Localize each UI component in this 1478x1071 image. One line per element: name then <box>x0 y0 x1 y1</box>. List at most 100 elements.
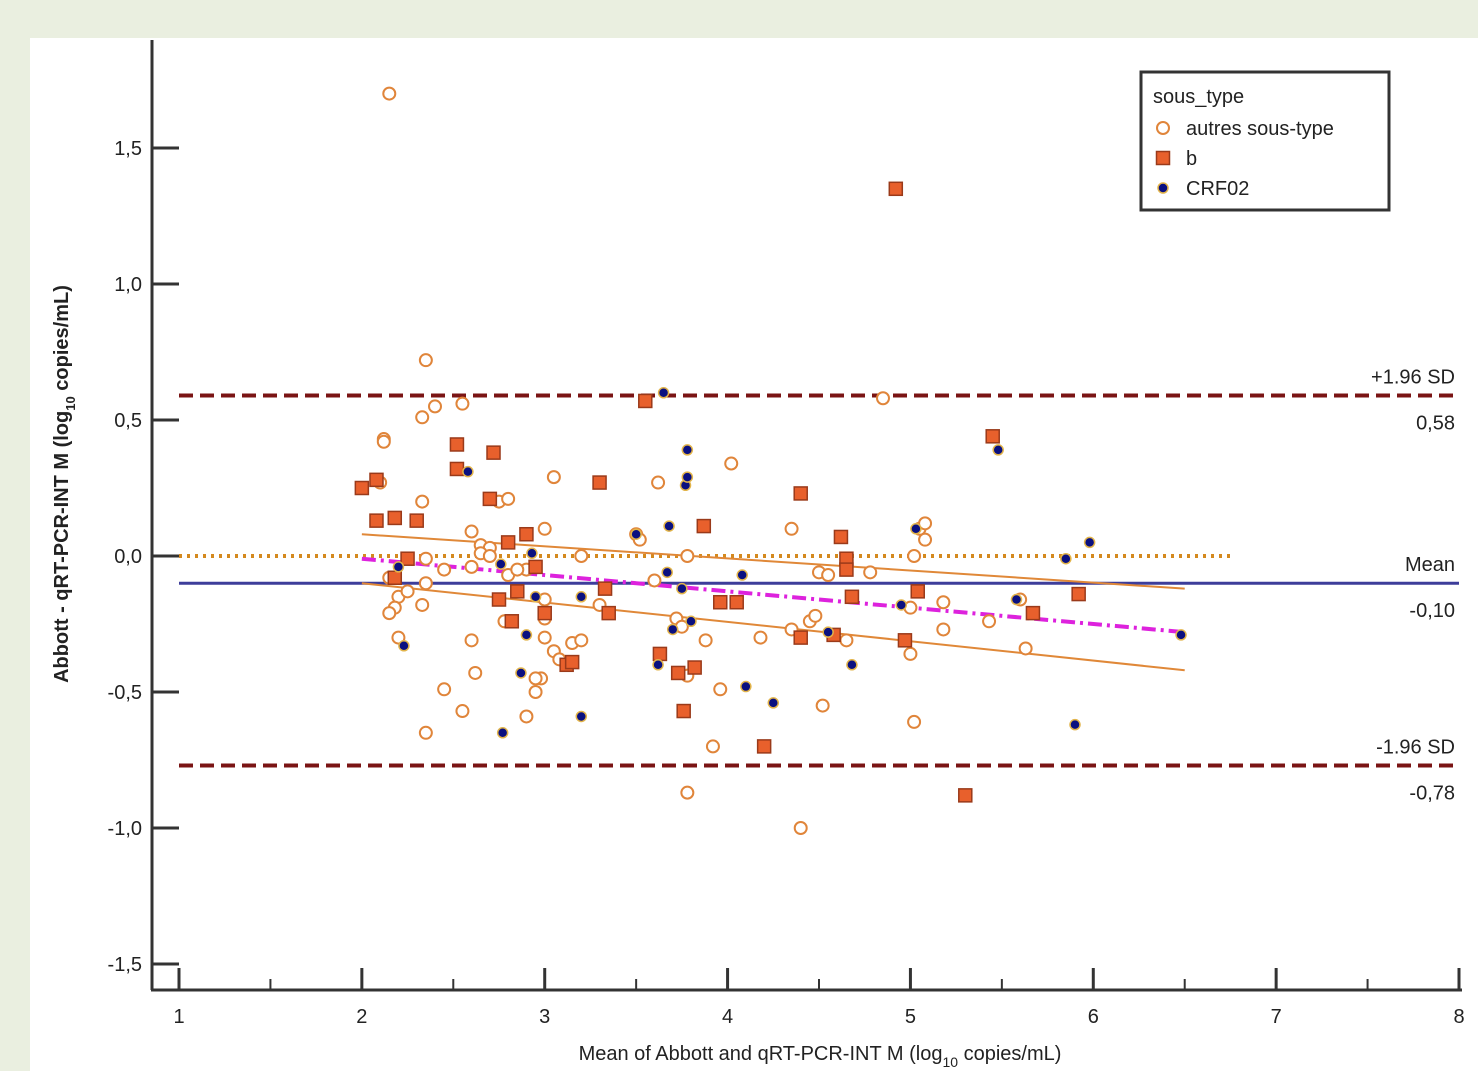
data-point <box>756 739 772 754</box>
data-point <box>376 434 391 449</box>
legend-entries: autres sous-type b CRF02 <box>1155 118 1334 200</box>
data-point <box>897 633 913 648</box>
fit-line-upper-band <box>361 533 1185 590</box>
data-point <box>793 821 808 835</box>
data-point <box>526 547 538 560</box>
ref-label-mean-value: -0,10 <box>1409 600 1455 622</box>
data-point <box>985 429 1000 444</box>
data-point <box>839 633 854 648</box>
y-tick-label: 1,5 <box>114 138 142 160</box>
data-point <box>464 559 479 574</box>
data-point <box>495 558 507 570</box>
data-point <box>685 615 697 628</box>
data-point <box>808 608 823 623</box>
data-point <box>575 710 588 723</box>
data-point <box>839 562 854 577</box>
data-point <box>1060 552 1072 565</box>
data-point <box>1069 718 1081 731</box>
data-point <box>676 703 691 719</box>
data-point <box>1175 629 1187 641</box>
data-point <box>409 513 424 528</box>
legend-marker-CRF02 <box>1157 182 1169 194</box>
data-point <box>462 465 474 478</box>
data-point <box>982 614 997 629</box>
x-tick-label: 3 <box>539 1006 550 1028</box>
data-point <box>455 396 470 411</box>
data-point <box>793 630 808 645</box>
data-point <box>519 709 534 724</box>
x-tick-label: 6 <box>1088 1006 1099 1028</box>
data-point <box>528 559 543 575</box>
data-point <box>1018 641 1033 656</box>
data-point <box>1025 605 1041 621</box>
chart-panel: 1 2 3 4 5 6 7 8 -1,5 -1,0 -0,5 0,0 0,5 1,0 1,5 +1.96 … <box>30 38 1478 1071</box>
data-point <box>1071 586 1086 602</box>
x-tick-label: 7 <box>1271 1006 1282 1028</box>
data-point <box>537 521 552 536</box>
fit-line-regression <box>361 556 1185 635</box>
data-point <box>736 569 748 581</box>
legend-marker-b <box>1155 150 1171 166</box>
legend-label: b <box>1186 148 1197 170</box>
ref-label-lower-name: -1.96 SD <box>1376 736 1455 758</box>
ref-label-lower-value: -0,78 <box>1409 782 1455 804</box>
data-point <box>936 622 951 637</box>
data-point <box>449 437 465 452</box>
x-tick-label: 2 <box>356 1006 367 1028</box>
data-point <box>676 582 688 595</box>
x-tick-label: 5 <box>905 1006 916 1028</box>
data-point <box>992 444 1004 456</box>
data-point <box>400 584 415 599</box>
data-point <box>418 576 433 591</box>
data-point <box>575 591 588 603</box>
data-point <box>907 549 922 563</box>
y-tick-label: 1,0 <box>114 274 142 296</box>
data-point <box>464 524 479 539</box>
data-point <box>681 471 694 483</box>
data-point <box>663 520 675 532</box>
y-axis-title: Abbott - qRT-PCR-INT M (log10 copies/mL) <box>51 285 78 683</box>
x-tick-label: 4 <box>722 1006 733 1028</box>
data-point <box>564 654 580 670</box>
data-point <box>822 626 834 638</box>
data-point <box>546 470 561 485</box>
legend: sous_type autres sous-type b CRF02 <box>1139 70 1391 212</box>
data-point <box>767 697 780 709</box>
legend-label: autres sous-type <box>1186 118 1334 140</box>
x-tick-label: 1 <box>173 1006 184 1028</box>
data-point <box>437 562 452 577</box>
axes <box>150 40 1462 992</box>
data-point <box>666 623 679 636</box>
data-point <box>815 698 830 713</box>
bland-altman-chart: 1 2 3 4 5 6 7 8 -1,5 -1,0 -0,5 0,0 0,5 1,0 1,5 +1.96 … <box>51 40 1465 1070</box>
data-point <box>354 480 370 496</box>
data-point <box>464 633 479 648</box>
data-point <box>687 660 702 675</box>
data-point <box>468 665 483 680</box>
data-point <box>651 475 666 490</box>
data-point <box>510 584 525 599</box>
legend-title: sous_type <box>1153 86 1244 108</box>
data-point <box>958 788 973 803</box>
data-point <box>520 629 533 641</box>
data-point <box>418 725 433 740</box>
data-point <box>936 595 951 610</box>
data-point <box>907 714 922 729</box>
x-tick-label: 8 <box>1453 1006 1464 1028</box>
data-point <box>652 646 668 662</box>
data-point <box>482 491 498 507</box>
series-autres-sous-type <box>373 86 1033 835</box>
data-point <box>863 565 878 580</box>
data-point <box>793 486 808 501</box>
data-point <box>418 551 433 566</box>
data-point <box>500 535 516 550</box>
data-point <box>661 566 673 579</box>
data-point <box>753 630 768 645</box>
ref-label-mean-name: Mean <box>1405 554 1455 576</box>
legend-marker-autres-sous-type <box>1156 121 1170 135</box>
data-point <box>496 727 509 739</box>
data-point <box>387 510 403 526</box>
data-point <box>504 614 520 629</box>
data-point <box>387 570 403 586</box>
data-point <box>903 646 918 661</box>
